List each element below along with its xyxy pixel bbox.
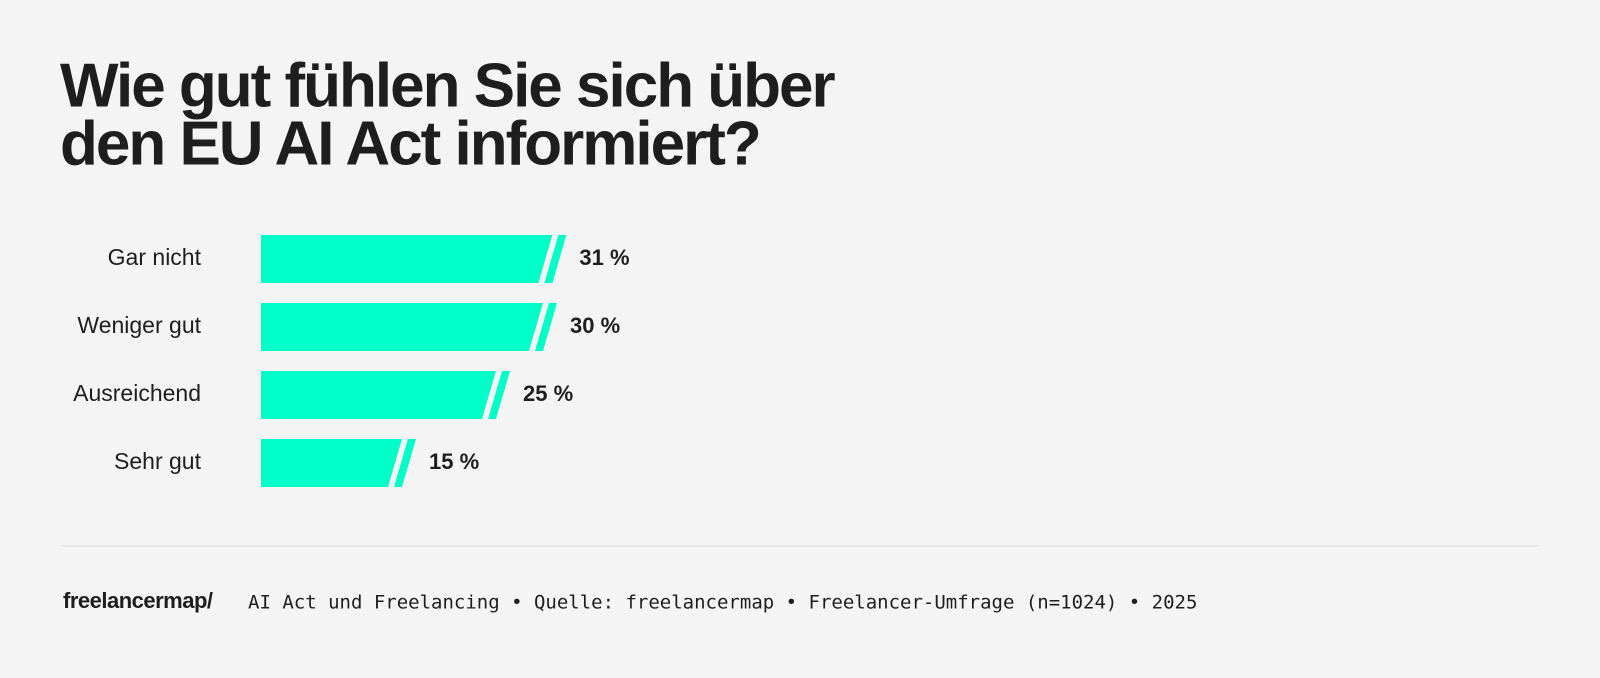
- bar-stripe: [535, 303, 557, 351]
- bar-body: [261, 439, 402, 487]
- chart-title: den EU AI Act informiert?: [60, 109, 760, 178]
- bar-body: [261, 371, 496, 419]
- bar: [261, 235, 567, 283]
- bar-stripe: [544, 235, 567, 283]
- value-label: 30 %: [570, 313, 620, 338]
- category-label: Gar nicht: [108, 244, 202, 270]
- category-label: Sehr gut: [114, 448, 202, 474]
- bar: [261, 371, 510, 419]
- value-label: 15 %: [429, 449, 479, 474]
- bar-body: [261, 235, 553, 283]
- value-label: 25 %: [523, 381, 573, 406]
- value-label: 31 %: [579, 245, 629, 270]
- bar-stripe: [488, 371, 510, 419]
- category-label: Ausreichend: [73, 380, 201, 406]
- bar-body: [261, 303, 543, 351]
- chart-title: Wie gut fühlen Sie sich über: [60, 51, 836, 120]
- bar: [261, 439, 416, 487]
- logo: freelancermap/: [63, 588, 213, 613]
- category-label: Weniger gut: [77, 312, 201, 338]
- bar-stripe: [394, 439, 416, 487]
- source: AI Act und Freelancing • Quelle: freelan…: [248, 592, 1197, 614]
- bar: [261, 303, 557, 351]
